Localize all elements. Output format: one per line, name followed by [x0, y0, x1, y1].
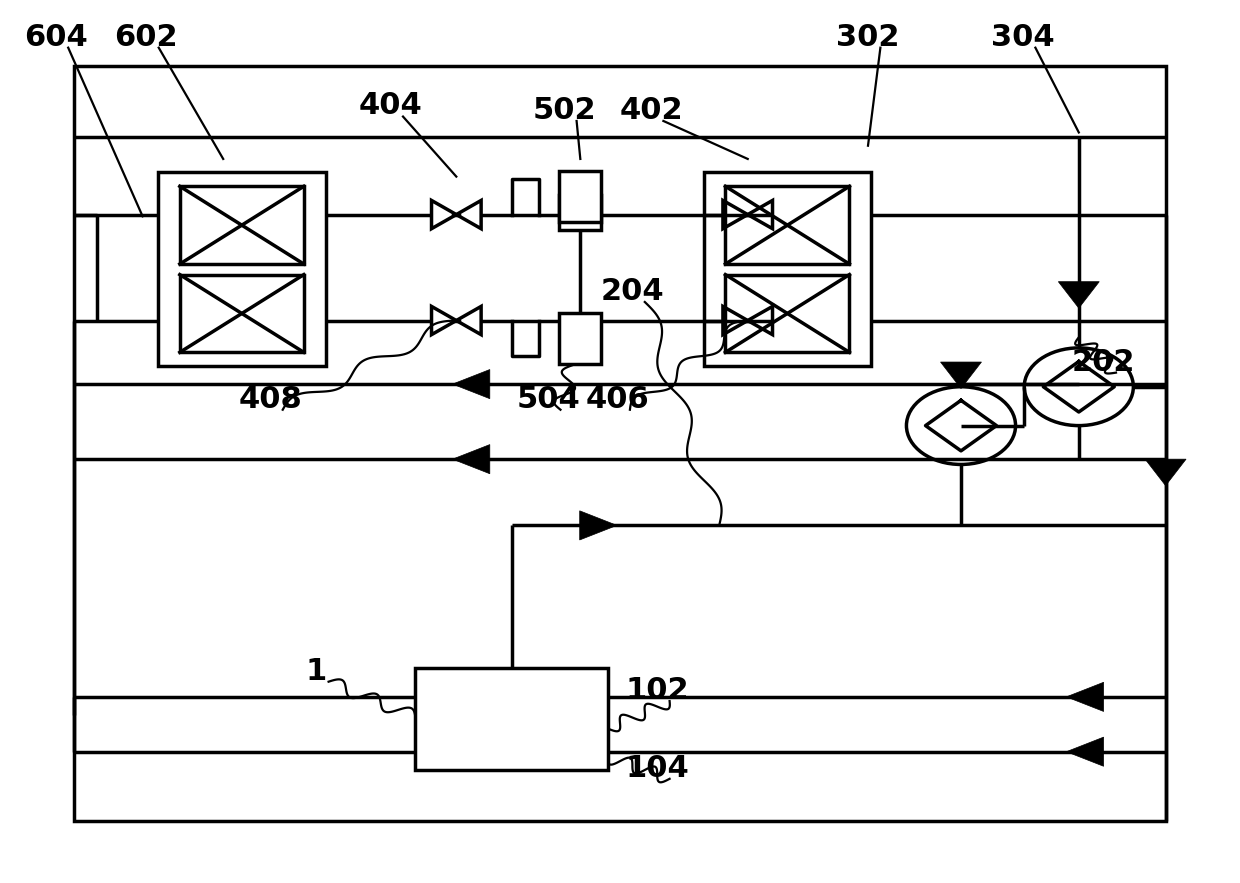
Polygon shape	[453, 370, 490, 399]
Polygon shape	[1066, 683, 1104, 712]
Polygon shape	[1066, 737, 1104, 766]
Text: 402: 402	[619, 96, 683, 125]
Text: 502: 502	[532, 96, 596, 125]
Text: 1: 1	[305, 657, 327, 685]
Text: 302: 302	[836, 23, 900, 51]
Polygon shape	[1059, 282, 1099, 308]
Text: 104: 104	[625, 754, 689, 782]
Polygon shape	[1145, 459, 1185, 486]
Bar	[725, 186, 849, 264]
Text: 604: 604	[24, 23, 88, 51]
Bar	[559, 313, 601, 364]
Bar	[559, 195, 601, 230]
Bar	[415, 668, 608, 770]
Text: 204: 204	[600, 277, 665, 306]
Polygon shape	[941, 362, 982, 389]
Bar	[180, 275, 304, 352]
Text: 102: 102	[625, 676, 689, 705]
Bar	[725, 275, 849, 352]
Text: 406: 406	[585, 385, 650, 413]
Bar	[74, 66, 1166, 821]
Text: 404: 404	[358, 92, 423, 120]
Bar	[180, 186, 304, 264]
Polygon shape	[453, 445, 490, 473]
Text: 504: 504	[516, 385, 580, 413]
Bar	[159, 172, 325, 366]
Bar	[704, 172, 870, 366]
Text: 304: 304	[991, 23, 1055, 51]
Text: 408: 408	[238, 385, 303, 413]
Text: 602: 602	[114, 23, 179, 51]
Polygon shape	[580, 510, 618, 540]
Text: 202: 202	[1071, 348, 1136, 376]
Bar	[559, 171, 601, 223]
